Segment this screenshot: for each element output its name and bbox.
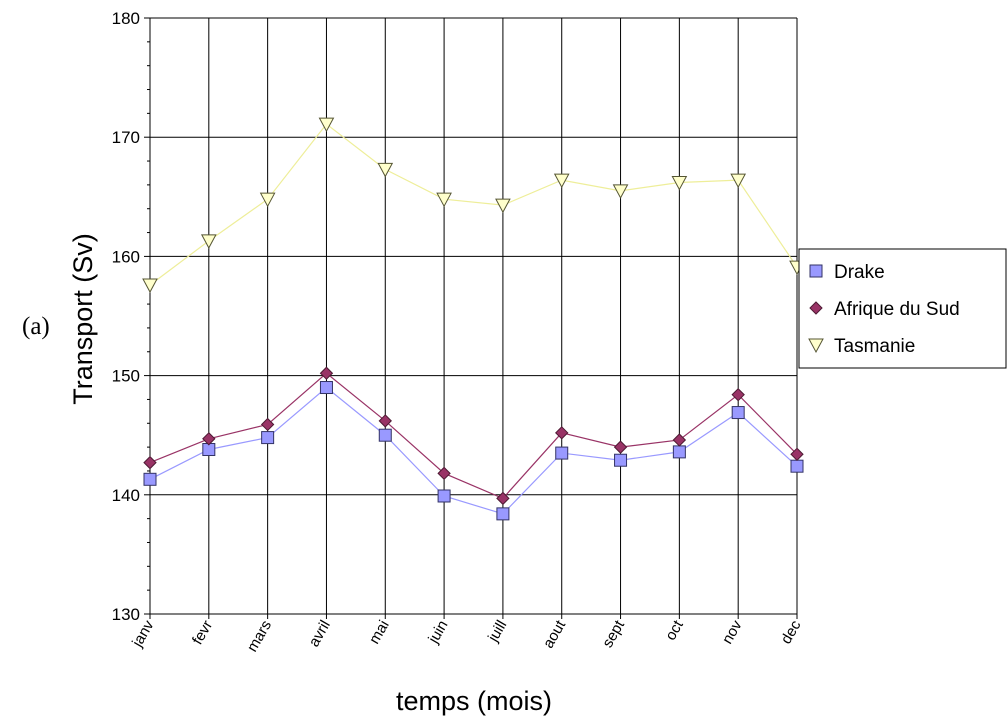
- y-tick-label: 170: [112, 128, 140, 147]
- data-point-tasmanie: [671, 175, 688, 191]
- data-point-tasmanie: [142, 278, 158, 294]
- data-point-afrique-du-sud: [260, 417, 275, 432]
- y-axis-title: Transport (Sv): [68, 233, 98, 405]
- data-point-drake: [437, 489, 451, 503]
- data-point-drake: [378, 428, 392, 442]
- legend-label-tasmanie: Tasmanie: [834, 336, 915, 357]
- data-point-tasmanie: [318, 117, 335, 133]
- data-point-afrique-du-sud: [790, 447, 804, 461]
- series-line-tasmanie: [149, 123, 798, 286]
- data-point-drake: [496, 507, 510, 521]
- legend-label-afrique-du-sud: Afrique du Sud: [834, 299, 960, 320]
- data-point-tasmanie: [200, 234, 217, 249]
- y-tick-label: 140: [112, 486, 140, 505]
- data-point-tasmanie: [436, 192, 452, 208]
- data-point-afrique-du-sud: [378, 414, 392, 428]
- x-tick-label: aout: [540, 617, 570, 652]
- legend-box: [798, 248, 1007, 369]
- data-point-tasmanie: [377, 162, 394, 178]
- series-group: [142, 117, 805, 521]
- x-tick-label: sept: [599, 617, 628, 651]
- x-tick-label: dec: [778, 617, 805, 647]
- legend-marker-drake: [809, 264, 823, 278]
- data-point-drake: [672, 445, 686, 459]
- data-point-afrique-du-sud: [437, 466, 451, 481]
- data-point-tasmanie: [612, 184, 629, 199]
- data-point-afrique-du-sud: [613, 440, 628, 454]
- data-point-drake: [319, 381, 333, 395]
- series-line-drake: [149, 386, 798, 515]
- y-tick-labels: 130 140 150 160 170 180: [112, 9, 140, 624]
- y-tick-label: 130: [112, 605, 140, 624]
- legend-marker-tasmanie: [808, 338, 824, 354]
- data-point-drake: [555, 446, 569, 460]
- axes: [144, 17, 798, 619]
- data-point-afrique-du-sud: [496, 491, 510, 506]
- data-point-tasmanie: [259, 192, 276, 208]
- data-point-afrique-du-sud: [555, 426, 569, 440]
- legend-marker-afrique-du-sud: [809, 301, 823, 315]
- data-point-afrique-du-sud: [202, 432, 216, 446]
- data-point-afrique-du-sud: [319, 366, 334, 380]
- x-tick-label: fevr: [189, 618, 216, 648]
- y-tick-label: 150: [112, 367, 140, 386]
- grid: [149, 17, 798, 615]
- data-point-drake: [614, 453, 628, 467]
- data-point-tasmanie: [495, 198, 511, 214]
- x-tick-label: juin: [425, 618, 452, 648]
- legend: Drake Afrique du Sud Tasmanie: [798, 248, 1007, 369]
- x-axis-title: temps (mois): [396, 686, 552, 716]
- y-tick-label: 180: [112, 9, 140, 28]
- data-point-drake: [261, 431, 275, 445]
- data-point-tasmanie: [553, 173, 570, 189]
- data-point-drake: [731, 406, 745, 420]
- data-point-drake: [143, 472, 157, 486]
- panel-label: (a): [22, 313, 50, 340]
- data-point-drake: [790, 459, 804, 473]
- data-point-afrique-du-sud: [672, 433, 687, 447]
- x-tick-label: mai: [366, 618, 393, 647]
- x-tick-label: oct: [662, 617, 687, 644]
- series-line-afrique-du-sud: [149, 372, 798, 500]
- x-tick-label: mars: [244, 618, 275, 655]
- legend-label-drake: Drake: [834, 262, 885, 283]
- x-tick-label: avril: [305, 618, 333, 650]
- data-point-afrique-du-sud: [143, 455, 157, 470]
- x-tick-label: juill: [484, 618, 510, 646]
- x-tick-labels: janv fevr mars avril mai juin juill aout sept oct…: [128, 617, 804, 655]
- data-point-afrique-du-sud: [731, 387, 745, 402]
- x-tick-label: nov: [719, 617, 746, 647]
- y-tick-label: 160: [112, 247, 140, 266]
- data-point-tasmanie: [730, 173, 747, 189]
